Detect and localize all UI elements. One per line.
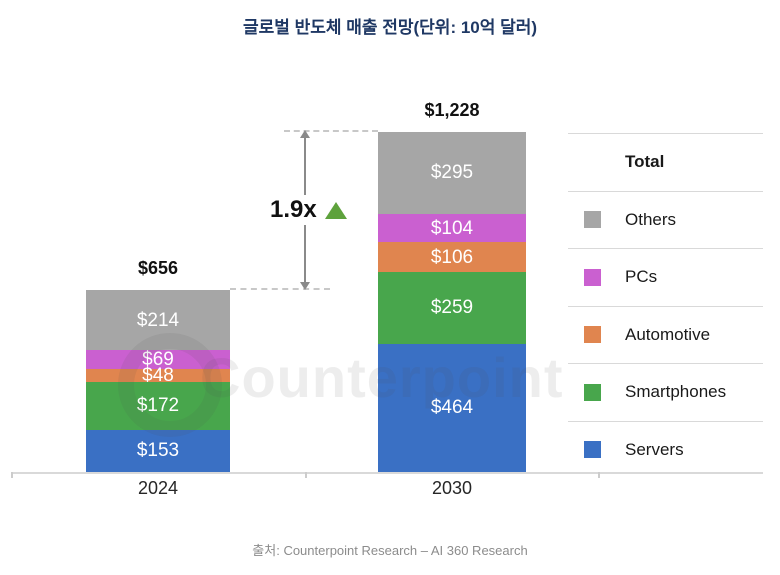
chart-title: 글로벌 반도체 매출 전망(단위: 10억 달러) (242, 18, 538, 37)
stacked-bar-2030: $464 $259 $106 $104 $295 (378, 132, 526, 472)
legend-item-label: Automotive (625, 324, 711, 344)
segment-value-label: $153 (136, 440, 180, 462)
segment-servers-2030: $464 (378, 343, 526, 472)
x-axis-tick (598, 472, 600, 478)
growth-multiplier-label: 1.9x (270, 196, 317, 223)
category-label-2024: 2024 (137, 478, 179, 498)
up-triangle-icon (324, 201, 347, 219)
legend-item-label: Smartphones (625, 382, 727, 402)
legend-row-servers: Servers (568, 420, 763, 479)
legend-row-automotive: Automotive (568, 305, 763, 364)
segment-value-label: $214 (136, 309, 180, 331)
legend-item-label: PCs (625, 267, 658, 287)
segment-value-label: $295 (430, 162, 474, 184)
legend-row-pcs: PCs (568, 248, 763, 306)
legend-header-label: Total (625, 152, 665, 172)
x-axis-line (11, 472, 763, 474)
segment-value-label: $104 (430, 217, 474, 239)
segment-value-label: $172 (136, 395, 180, 417)
segment-others-2030: $295 (378, 132, 526, 214)
guide-dash-bottom (230, 288, 330, 290)
category-label-2030: 2030 (431, 478, 473, 498)
segment-value-label: $259 (430, 297, 474, 319)
legend-swatch-icon (584, 326, 601, 344)
total-label-2024: $656 (137, 258, 179, 278)
segment-value-label: $69 (142, 348, 174, 370)
legend-row-others: Others (568, 190, 763, 249)
segment-value-label: $48 (142, 364, 174, 386)
segment-others-2024: $214 (86, 290, 230, 350)
growth-arrow-up-icon (300, 130, 310, 138)
growth-arrow-down-icon (300, 282, 310, 290)
legend-header-row: Total (568, 133, 763, 191)
segment-value-label: $106 (430, 246, 474, 268)
total-label-2030: $1,228 (424, 100, 480, 120)
guide-dash-top (284, 130, 378, 132)
legend-swatch-icon (584, 383, 601, 401)
segment-automotive-2024: $48 (86, 364, 230, 386)
legend-item-label: Others (625, 209, 677, 229)
legend-swatch-icon (584, 211, 601, 229)
segment-value-label: $464 (430, 397, 474, 419)
legend-swatch-icon (584, 441, 601, 459)
legend: Total Others PCs Automotive Smartphones Serv… (568, 133, 763, 478)
growth-annotation: 1.9x (266, 195, 351, 225)
source-caption: 출처: Counterpoint Research – AI 360 Resea… (252, 543, 528, 558)
legend-item-label: Servers (625, 439, 684, 459)
segment-automotive-2030: $106 (378, 242, 526, 272)
segment-smartphones-2030: $259 (378, 271, 526, 344)
segment-pcs-2024: $69 (86, 348, 230, 370)
legend-row-smartphones: Smartphones (568, 363, 763, 421)
x-axis-tick (305, 472, 307, 478)
segment-smartphones-2024: $172 (86, 382, 230, 430)
x-axis-tick (11, 472, 13, 478)
segment-servers-2024: $153 (86, 429, 230, 472)
legend-swatch-icon (584, 268, 601, 286)
stacked-bar-2024: $153 $172 $48 $69 $214 (86, 290, 230, 472)
segment-pcs-2030: $104 (378, 213, 526, 243)
